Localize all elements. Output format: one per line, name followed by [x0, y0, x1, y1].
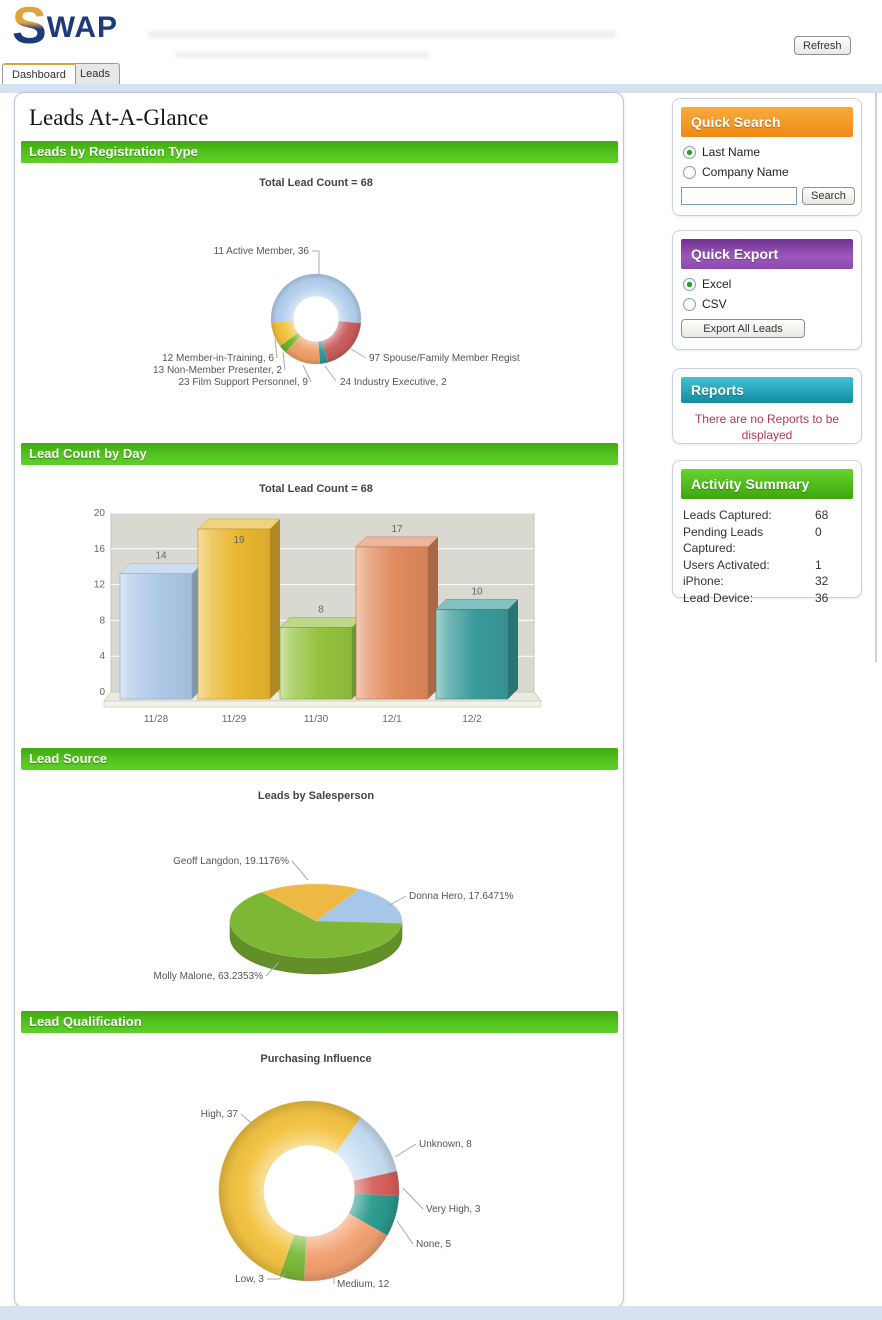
- quick-search-option-last-name[interactable]: Last Name: [683, 145, 861, 159]
- svg-text:Geoff Langdon, 19.1176%: Geoff Langdon, 19.1176%: [173, 856, 289, 867]
- activity-row: Pending Leads Captured: 0: [683, 524, 851, 557]
- svg-text:24 Industry Executive, 2: 24 Industry Executive, 2: [340, 377, 447, 388]
- svg-text:13 Non-Member Presenter, 2: 13 Non-Member Presenter, 2: [153, 365, 282, 376]
- svg-text:14: 14: [155, 551, 167, 562]
- activity-row: Leads Captured: 68: [683, 507, 851, 524]
- blurred-header-text: [175, 52, 430, 58]
- activity-summary-panel: Activity Summary Leads Captured: 68 Pendin…: [672, 460, 862, 605]
- quick-export-option-csv[interactable]: CSV: [683, 297, 861, 311]
- activity-label: Lead Device:: [683, 590, 754, 605]
- leads-by-salesperson-pie-chart: Geoff Langdon, 19.1176% Donna Hero, 17.64…: [153, 856, 514, 982]
- activity-value: 1: [815, 557, 822, 572]
- radio-label: Company Name: [702, 165, 789, 179]
- svg-text:4: 4: [99, 651, 105, 662]
- registration-type-donut-chart: 11 Active Member, 36 97 Spouse/Family Mem…: [153, 246, 520, 388]
- svg-text:10: 10: [471, 587, 483, 598]
- svg-text:8: 8: [318, 604, 324, 615]
- svg-text:12: 12: [94, 580, 106, 591]
- quick-search-panel: Quick Search Last Name Company Name Searc…: [672, 98, 862, 216]
- swap-logo: S WAP: [12, 0, 118, 52]
- page-title: Leads At-A-Glance: [29, 105, 209, 130]
- activity-value: 0: [815, 524, 822, 539]
- svg-text:19: 19: [233, 535, 245, 546]
- quick-export-option-excel[interactable]: Excel: [683, 277, 861, 291]
- radio-label: Excel: [702, 277, 732, 291]
- svg-text:Medium, 12: Medium, 12: [337, 1279, 390, 1290]
- registration-chart-title: Total Lead Count = 68: [259, 177, 373, 189]
- svg-text:20: 20: [94, 508, 106, 519]
- quick-export-header: Quick Export: [681, 239, 853, 269]
- export-all-leads-button[interactable]: Export All Leads: [681, 319, 805, 338]
- activity-label: Pending Leads Captured:: [683, 524, 764, 556]
- section-header-lead-count-by-day: Lead Count by Day: [21, 443, 618, 465]
- activity-value: 36: [815, 590, 829, 605]
- radio-icon[interactable]: [683, 277, 696, 291]
- purchasing-influence-chart-title: Purchasing Influence: [260, 1053, 372, 1065]
- svg-text:0: 0: [99, 687, 105, 698]
- svg-text:Donna Hero, 17.6471%: Donna Hero, 17.6471%: [409, 891, 514, 902]
- svg-text:12/2: 12/2: [462, 714, 482, 725]
- svg-text:Molly Malone, 63.2353%: Molly Malone, 63.2353%: [153, 971, 263, 982]
- activity-label: Leads Captured:: [683, 508, 772, 522]
- svg-text:11/29: 11/29: [222, 714, 247, 725]
- svg-text:None, 5: None, 5: [416, 1239, 451, 1250]
- lead-count-chart-title: Total Lead Count = 68: [259, 483, 373, 495]
- svg-text:High, 37: High, 37: [201, 1109, 239, 1120]
- radio-label: CSV: [702, 297, 727, 311]
- swap-logo-text: WAP: [46, 11, 119, 44]
- quick-search-radio-group: Last Name Company Name: [673, 145, 861, 179]
- radio-label: Last Name: [702, 145, 761, 159]
- radio-icon[interactable]: [683, 145, 696, 159]
- activity-row: Users Activated: 1: [683, 557, 851, 574]
- activity-label: iPhone:: [683, 574, 724, 588]
- reports-header: Reports: [681, 377, 853, 403]
- quick-export-radio-group: Excel CSV: [673, 277, 861, 311]
- quick-export-panel: Quick Export Excel CSV Export All Leads: [672, 230, 862, 350]
- quick-search-option-company-name[interactable]: Company Name: [683, 165, 861, 179]
- search-button[interactable]: Search: [802, 187, 855, 205]
- reports-empty-message: There are no Reports to be displayed: [694, 412, 840, 443]
- activity-summary-header: Activity Summary: [681, 469, 853, 499]
- svg-text:12/1: 12/1: [382, 714, 402, 725]
- activity-value: 68: [815, 508, 829, 522]
- svg-text:12 Member-in-Training, 6: 12 Member-in-Training, 6: [162, 353, 274, 364]
- bottom-band: [0, 1306, 882, 1320]
- section-header-lead-qualification: Lead Qualification: [21, 1011, 618, 1033]
- activity-value: 32: [815, 574, 829, 588]
- svg-text:17: 17: [391, 524, 403, 535]
- svg-text:11/28: 11/28: [144, 714, 169, 725]
- svg-text:16: 16: [94, 544, 106, 555]
- refresh-button[interactable]: Refresh: [794, 36, 851, 55]
- activity-row: Lead Device: 36: [683, 590, 851, 607]
- top-band: [0, 84, 882, 93]
- tab-dashboard[interactable]: Dashboard: [2, 63, 76, 84]
- svg-text:11 Active Member, 36: 11 Active Member, 36: [214, 246, 310, 257]
- svg-text:8: 8: [99, 615, 105, 626]
- svg-text:Very High, 3: Very High, 3: [426, 1204, 481, 1215]
- radio-icon[interactable]: [683, 297, 696, 311]
- search-input[interactable]: [681, 187, 797, 205]
- svg-text:11/30: 11/30: [304, 714, 329, 725]
- quick-search-header: Quick Search: [681, 107, 853, 137]
- activity-label: Users Activated:: [683, 557, 770, 572]
- swap-logo-s: S: [12, 0, 47, 55]
- svg-text:23 Film Support Personnel, 9: 23 Film Support Personnel, 9: [178, 377, 308, 388]
- reports-panel: Reports There are no Reports to be displ…: [672, 368, 862, 444]
- lead-source-chart-title: Leads by Salesperson: [257, 790, 375, 802]
- svg-text:97 Spouse/Family Member Regist: 97 Spouse/Family Member Regist: [369, 353, 520, 364]
- scrollbar-track[interactable]: [875, 92, 877, 662]
- svg-text:Low, 3: Low, 3: [235, 1274, 264, 1285]
- svg-text:Unknown, 8: Unknown, 8: [419, 1139, 472, 1150]
- section-header-registration-type: Leads by Registration Type: [21, 141, 618, 163]
- activity-row: iPhone: 32: [683, 573, 851, 590]
- dashboard-panel: Leads At-A-Glance Leads by Registration …: [14, 92, 624, 1308]
- radio-icon[interactable]: [683, 165, 696, 179]
- blurred-header-text: [148, 31, 616, 38]
- section-header-lead-source: Lead Source: [21, 748, 618, 770]
- activity-summary-rows: Leads Captured: 68 Pending Leads Captured:…: [683, 507, 851, 606]
- lead-count-by-day-bar-chart: 0 4 8 12 16 20 14 11/28 19 11/29 8 11/30 17 12/1 10 12/…: [94, 508, 542, 725]
- purchasing-influence-donut-chart: High, 37 Unknown, 8 Very High, 3 None, 5 Med…: [201, 1100, 481, 1290]
- tab-leads[interactable]: Leads: [70, 63, 120, 84]
